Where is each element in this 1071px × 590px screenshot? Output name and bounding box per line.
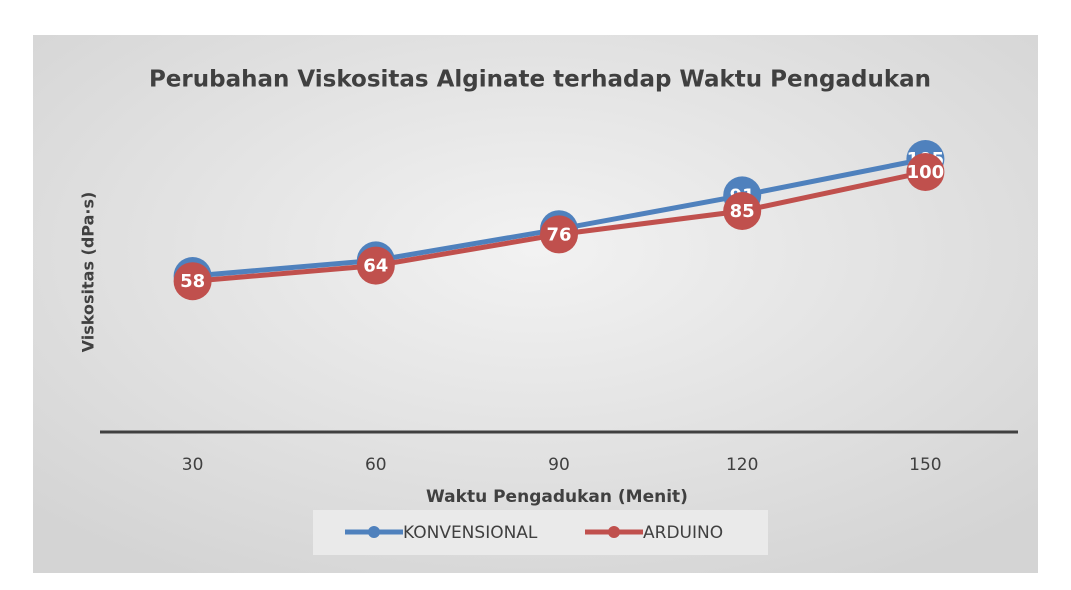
data-label: 58 bbox=[180, 271, 205, 292]
chart-background bbox=[33, 35, 1038, 573]
x-tick-label: 150 bbox=[909, 455, 941, 475]
legend-label: KONVENSIONAL bbox=[403, 523, 538, 543]
legend-label: ARDUINO bbox=[643, 523, 723, 543]
x-axis-title: Waktu Pengadukan (Menit) bbox=[426, 487, 688, 507]
data-label: 100 bbox=[907, 162, 945, 183]
legend-marker bbox=[608, 526, 620, 538]
data-label: 85 bbox=[730, 201, 755, 222]
x-tick-label: 30 bbox=[182, 455, 204, 475]
marker bbox=[906, 153, 945, 191]
marker bbox=[356, 246, 395, 285]
marker bbox=[723, 192, 762, 230]
data-label: 76 bbox=[546, 224, 571, 245]
x-tick-label: 60 bbox=[365, 455, 387, 475]
x-tick-label: 90 bbox=[548, 455, 570, 475]
data-label: 64 bbox=[363, 256, 388, 277]
marker bbox=[173, 262, 212, 301]
x-tick-label: 120 bbox=[726, 455, 758, 475]
legend-marker bbox=[368, 526, 380, 538]
marker bbox=[540, 215, 578, 254]
y-axis-title: Viskositas (dPa·s) bbox=[79, 192, 98, 353]
chart-title: Perubahan Viskositas Alginate terhadap W… bbox=[149, 67, 931, 93]
